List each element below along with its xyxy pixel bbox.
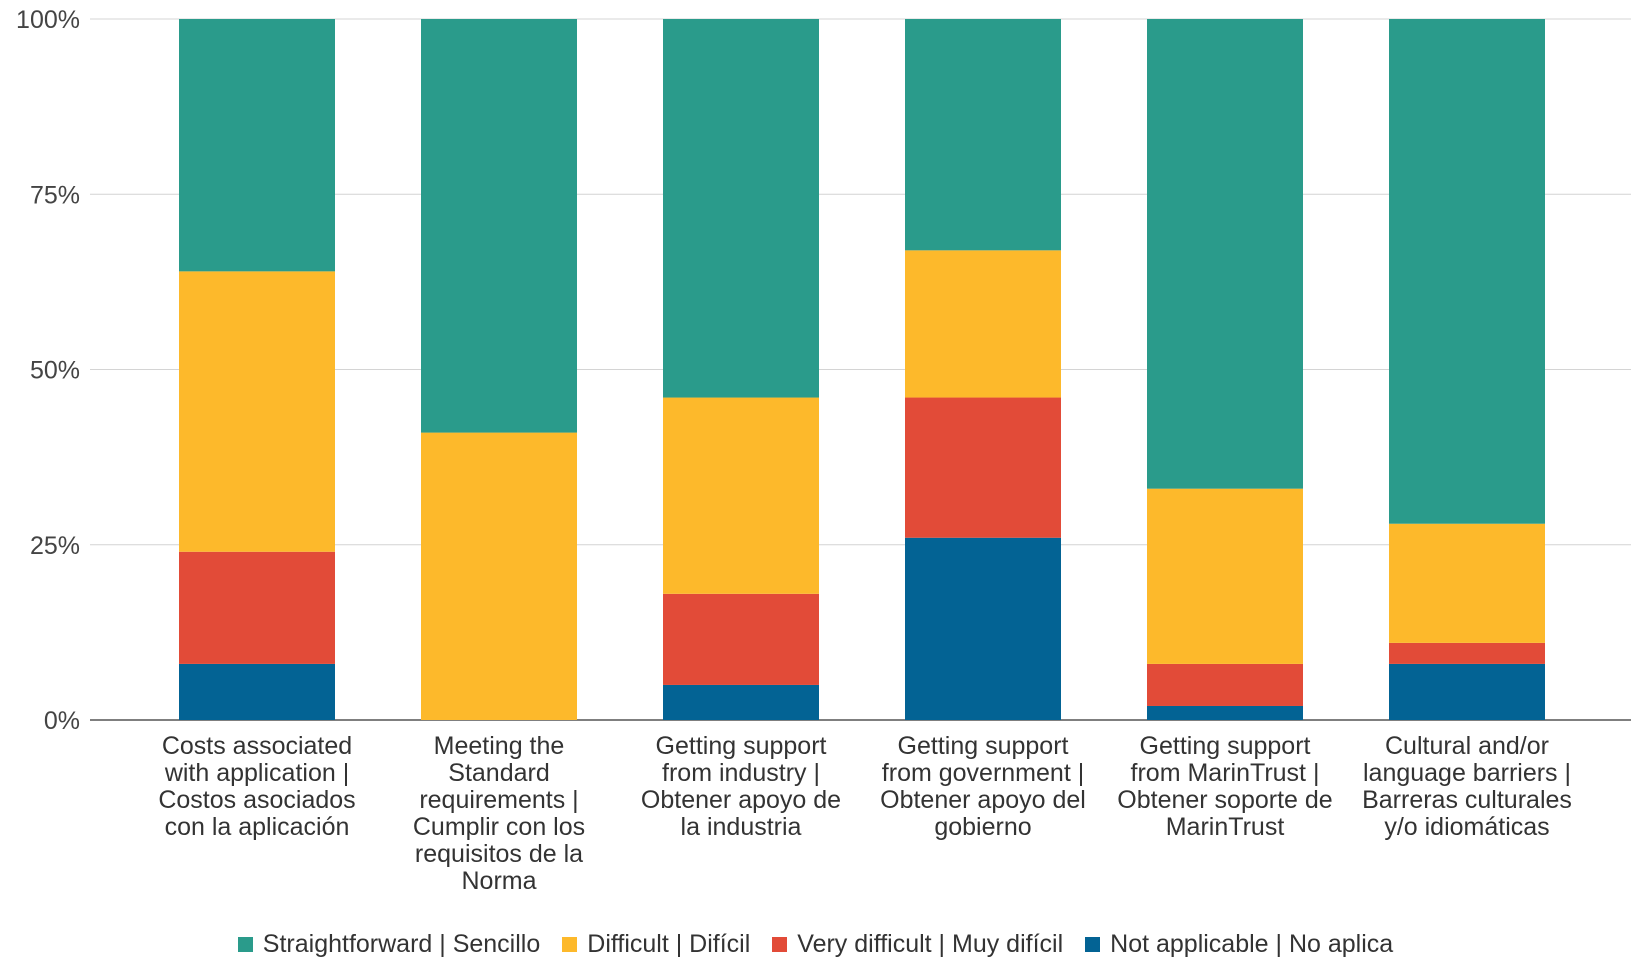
legend-swatch: [1085, 936, 1101, 952]
bar-segment: [905, 19, 1061, 251]
legend-label: Very difficult | Muy difícil: [797, 929, 1064, 958]
chart-legend: Straightforward | Sencillo Difficult | Di…: [0, 924, 1631, 964]
bar-segment: [1147, 488, 1303, 664]
legend-swatch: [237, 936, 253, 952]
y-tick-label: 50%: [30, 357, 80, 385]
x-tick-label: Costs associated with application | Cost…: [158, 732, 356, 841]
bar-segment: [179, 663, 335, 720]
legend-item: Straightforward | Sencillo: [237, 929, 541, 959]
legend-swatch: [562, 936, 578, 952]
bar-segment: [905, 537, 1061, 720]
bar-segment: [1389, 663, 1545, 720]
bar-segment: [905, 397, 1061, 538]
bar-segment: [1389, 642, 1545, 664]
bar-segment: [663, 684, 819, 720]
legend-item: Not applicable | No aplica: [1085, 930, 1393, 959]
bar-segment: [1147, 663, 1303, 706]
bar-segment: [663, 19, 819, 398]
bar-segment: [421, 19, 577, 433]
legend-item: Very difficult | Muy difícil: [772, 930, 1063, 959]
legend-label: Difficult | Difícil: [587, 929, 751, 958]
y-tick-label: 100%: [16, 6, 80, 34]
legend-label: Not applicable | No aplica: [1110, 929, 1394, 958]
bar-segment: [179, 19, 335, 272]
bar-segment: [1147, 705, 1303, 720]
x-tick-label: Getting support from government | Obtene…: [880, 732, 1086, 841]
bar-segment: [1389, 19, 1545, 524]
bar-segment: [421, 432, 577, 720]
y-tick-label: 75%: [30, 181, 80, 209]
x-tick-label: Meeting the Standard requirements | Cump…: [412, 732, 586, 895]
legend-item: Difficult | Difícil: [562, 930, 750, 959]
bar-segment: [663, 593, 819, 685]
bar-segment: [179, 271, 335, 552]
bar-segment: [905, 250, 1061, 398]
y-tick-label: 0%: [44, 707, 80, 735]
y-tick-label: 25%: [30, 532, 80, 560]
legend-swatch: [772, 936, 788, 952]
bar-segment: [1389, 523, 1545, 643]
bar-segment: [663, 397, 819, 594]
x-tick-label: Getting support from industry | Obtener …: [640, 732, 842, 841]
legend-label: Straightforward | Sencillo: [262, 929, 541, 958]
x-tick-label: Getting support from MarinTrust | Obtene…: [1117, 732, 1333, 841]
x-tick-label: Cultural and/or language barriers | Barr…: [1362, 732, 1572, 841]
bar-segment: [1147, 19, 1303, 489]
bar-segment: [179, 551, 335, 664]
